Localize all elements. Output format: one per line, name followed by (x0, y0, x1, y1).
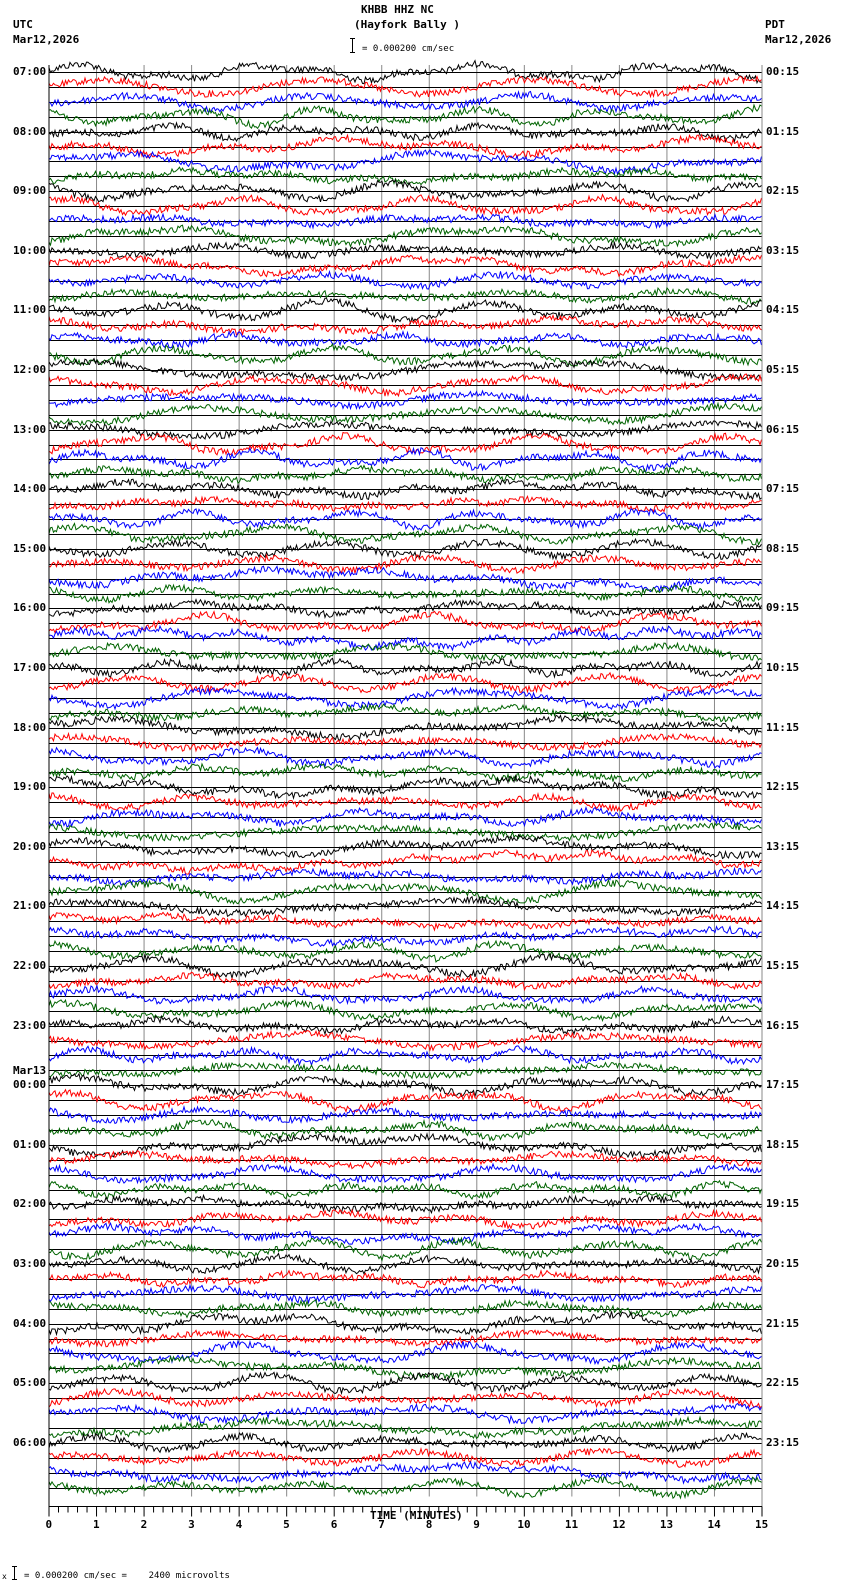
utc-hour-label: 15:00 (13, 541, 47, 555)
x-tick-label: 11 (564, 1517, 579, 1531)
footer-scale-text: = 0.000200 cm/sec = 2400 microvolts (24, 1571, 230, 1581)
x-tick-label: 13 (659, 1517, 674, 1531)
pdt-hour-label: 13:15 (766, 839, 800, 853)
utc-hour-label: 07:00 (13, 65, 47, 78)
date-change-label: Mar13 (13, 1064, 47, 1078)
utc-hour-label: 13:00 (13, 422, 47, 436)
seismic-traces (48, 59, 762, 1500)
utc-hour-label: 02:00 (13, 1197, 47, 1211)
x-tick-label: 2 (140, 1517, 148, 1531)
pdt-hour-label: 20:15 (766, 1257, 800, 1270)
utc-hour-label: 22:00 (13, 959, 47, 972)
x-tick-label: 10 (517, 1517, 531, 1531)
x-tick-label: 12 (612, 1517, 626, 1531)
pdt-hour-label: 19:15 (766, 1197, 800, 1211)
utc-hour-label: 18:00 (13, 720, 47, 734)
pdt-hour-label: 03:15 (766, 243, 800, 257)
x-tick-label: 3 (188, 1517, 195, 1531)
pdt-hour-label: 07:15 (766, 482, 800, 496)
pdt-hour-label: 21:15 (766, 1316, 800, 1330)
right-timezone: PDT (765, 18, 785, 31)
pdt-hour-label: 16:15 (766, 1018, 800, 1032)
pdt-hour-label: 10:15 (766, 661, 800, 674)
x-tick-label: 8 (425, 1517, 433, 1531)
x-tick-label: 14 (707, 1517, 721, 1531)
pdt-hour-label: 05:15 (766, 363, 800, 376)
x-tick-label: 9 (473, 1517, 480, 1531)
utc-hour-label: 11:00 (13, 303, 47, 317)
footer-scale-bar-icon (12, 1566, 17, 1580)
left-timezone: UTC (13, 18, 33, 31)
x-tick-label: 1 (93, 1517, 100, 1531)
x-tick-label: 5 (283, 1517, 290, 1531)
utc-hour-label: 03:00 (13, 1257, 47, 1270)
pdt-hour-label: 23:15 (766, 1435, 800, 1449)
utc-hour-label: 06:00 (13, 1435, 47, 1449)
pdt-hour-label: 11:15 (766, 720, 800, 734)
pdt-hour-label: 02:15 (766, 184, 800, 198)
pdt-hour-label: 06:15 (766, 422, 800, 436)
station-location: (Hayfork Bally ) (354, 18, 460, 31)
trace-baselines (49, 72, 762, 1489)
right-date: Mar12,2026 (765, 33, 832, 46)
minute-grid (48, 65, 763, 1497)
x-tick-label: 4 (235, 1517, 243, 1531)
utc-hour-label: 05:00 (13, 1376, 47, 1390)
utc-hour-label: 10:00 (13, 243, 47, 257)
pdt-hour-label: 14:15 (766, 899, 800, 913)
x-tick-label: 15 (755, 1517, 769, 1531)
utc-hour-label: 09:00 (13, 184, 47, 198)
x-axis (48, 1506, 763, 1517)
pdt-hour-label: 17:15 (766, 1078, 800, 1092)
pdt-hour-label: 12:15 (766, 780, 800, 794)
pdt-hour-label: 15:15 (766, 959, 800, 972)
station-title: KHBB HHZ NC (361, 3, 434, 16)
pdt-hour-label: 22:15 (766, 1376, 800, 1390)
pdt-hour-label: 01:15 (766, 124, 800, 138)
x-axis-label: TIME (MINUTES) (370, 1509, 463, 1522)
header-scale-text: = 0.000200 cm/sec (362, 44, 455, 54)
left-date: Mar12,2026 (13, 33, 80, 46)
pdt-hour-label: 18:15 (766, 1137, 800, 1151)
utc-hour-label: 19:00 (13, 780, 47, 794)
pdt-hour-label: 00:15 (766, 65, 800, 78)
utc-hour-label: 04:00 (13, 1316, 47, 1330)
utc-hour-label: 23:00 (13, 1018, 47, 1032)
pdt-hour-label: 04:15 (766, 303, 800, 317)
utc-hour-label: 17:00 (13, 661, 47, 674)
utc-hour-label: 00:00 (13, 1078, 47, 1092)
x-tick-label: 0 (45, 1517, 53, 1531)
x-tick-label: 6 (330, 1517, 338, 1531)
utc-hour-label: 20:00 (13, 839, 47, 853)
footer-scale-prefix: x (2, 1572, 7, 1581)
pdt-hour-label: 09:15 (766, 601, 800, 615)
scale-bar-icon (350, 38, 355, 53)
utc-hour-label: 08:00 (13, 124, 47, 138)
x-tick-label: 7 (378, 1517, 385, 1531)
utc-hour-label: 01:00 (13, 1137, 47, 1151)
utc-hour-label: 21:00 (13, 899, 47, 913)
pdt-hour-label: 08:15 (766, 541, 800, 555)
utc-hour-label: 14:00 (13, 482, 47, 496)
utc-hour-label: 16:00 (13, 601, 47, 615)
utc-hour-label: 12:00 (13, 363, 47, 376)
